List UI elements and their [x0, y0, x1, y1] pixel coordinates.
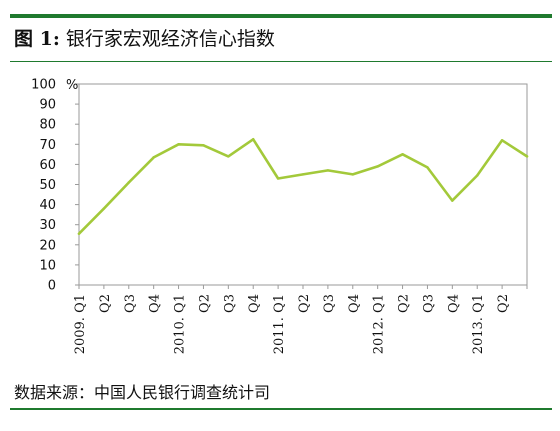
x-tick-label: 2009. Q1 [73, 294, 88, 354]
x-tick-label: Q3 [222, 294, 237, 313]
figure-title-text: 银行家宏观经济信心指数 [65, 28, 275, 50]
bottom-rule [10, 408, 552, 410]
x-tick-label: Q4 [347, 294, 362, 313]
series-lines [77, 138, 529, 235]
data-point [276, 177, 280, 180]
y-tick-label: 90 [39, 98, 56, 113]
data-point [376, 165, 379, 168]
x-tick-label: 2011. Q1 [272, 294, 287, 354]
y-axis: 0 10 20 30 40 50 60 70 80 90 100 [31, 78, 79, 294]
data-source-note: 数据来源：中国人民银行调查统计司 [14, 383, 271, 402]
y-tick-label: 0 [48, 279, 56, 294]
x-axis: 2009. Q1 Q2 Q3 Q4 2010. Q1 Q2 Q3 Q4 2011. Q1 Q2 Q3… [73, 285, 528, 354]
top-rule [10, 14, 552, 18]
data-point [500, 139, 504, 142]
data-point [301, 173, 305, 176]
data-point [326, 169, 330, 172]
x-tick-label: Q3 [123, 294, 138, 313]
data-point [102, 207, 106, 210]
data-point [77, 232, 81, 235]
data-point [152, 156, 155, 159]
y-tick-label: 100 [31, 78, 56, 93]
x-tick-label: Q4 [148, 294, 163, 313]
data-point [451, 199, 454, 202]
y-axis-unit-label: % [66, 78, 78, 93]
x-tick-label: Q2 [197, 294, 212, 313]
title-rule [10, 61, 552, 62]
x-tick-label: Q2 [496, 294, 511, 313]
data-point [426, 166, 429, 169]
x-tick-label: Q2 [397, 294, 412, 313]
x-tick-label: Q4 [446, 294, 461, 313]
y-tick-label: 10 [39, 258, 56, 273]
data-point [351, 173, 354, 176]
y-tick-label: 80 [39, 118, 56, 133]
data-point [177, 143, 180, 146]
x-tick-label: 2013. Q1 [471, 294, 486, 354]
data-point [476, 174, 479, 177]
plot-area [78, 83, 528, 286]
x-tick-label: Q2 [98, 294, 113, 313]
x-tick-label: Q2 [297, 294, 312, 313]
x-tick-label: Q4 [247, 294, 262, 313]
figure-title: 图 1: 银行家宏观经济信心指数 [14, 26, 275, 52]
data-point [127, 181, 130, 184]
y-tick-label: 70 [39, 138, 56, 153]
x-tick-label: Q3 [421, 294, 436, 313]
x-tick-label: 2010. Q1 [173, 294, 188, 354]
y-tick-label: 50 [39, 178, 56, 193]
data-point [252, 138, 255, 141]
data-point [401, 153, 404, 156]
data-point [202, 144, 205, 147]
x-tick-label: 2012. Q1 [372, 294, 387, 354]
figure-label: 图 1: [14, 28, 60, 50]
data-point [227, 155, 230, 158]
y-tick-label: 30 [39, 218, 56, 233]
y-tick-label: 20 [39, 238, 56, 253]
y-tick-label: 60 [39, 158, 56, 173]
data-point [525, 155, 529, 158]
x-tick-label: Q3 [322, 294, 337, 313]
y-tick-label: 40 [39, 198, 56, 213]
